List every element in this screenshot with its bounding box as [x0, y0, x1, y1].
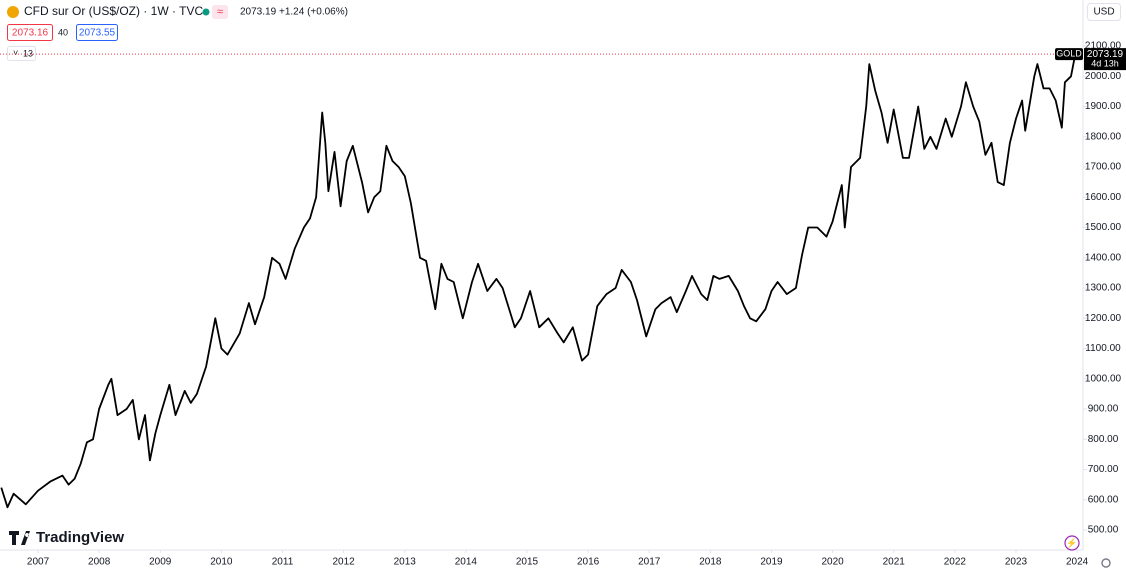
lightning-icon: ⚡ [1066, 537, 1077, 549]
ticker-tag [1055, 48, 1083, 61]
x-tick-label: 2014 [455, 557, 478, 568]
x-tick-label: 2011 [272, 557, 294, 568]
y-tick-label: 1700.00 [1085, 162, 1122, 173]
bid: 2073.16 [12, 28, 49, 39]
y-tick-label: 1000.00 [1085, 373, 1122, 384]
x-tick-label: 2007 [27, 557, 50, 568]
badge [212, 5, 228, 19]
y-tick-label: 500.00 [1088, 525, 1119, 536]
x-tick-label: 2012 [333, 557, 356, 568]
buy-button[interactable] [76, 24, 118, 41]
currency: USD [1093, 7, 1114, 18]
brand-icon [9, 531, 30, 545]
y-tick-label: 2000.00 [1085, 71, 1122, 82]
x-tick-label: 2017 [638, 557, 661, 568]
x-tick-label: 2019 [760, 557, 783, 568]
y-tick-label: 900.00 [1088, 404, 1119, 415]
countdown: 4d 13h [1091, 58, 1119, 68]
lightning-button[interactable] [1064, 535, 1080, 551]
x-tick-label: 2020 [821, 557, 844, 568]
price-line [0, 53, 1077, 509]
settings-button[interactable] [1101, 558, 1111, 568]
brand-name: TradingView [36, 529, 124, 546]
y-tick-label: 1600.00 [1085, 192, 1122, 203]
x-tick-label: 2010 [210, 557, 233, 568]
spread: 40 [58, 27, 68, 37]
symbol-logo [7, 6, 19, 18]
y-tick-label: 800.00 [1088, 434, 1119, 445]
x-tick-label: 2024 [1066, 557, 1089, 568]
y-tick-label: 1100.00 [1085, 343, 1121, 354]
indicators-toggle[interactable] [7, 46, 36, 61]
y-tick-label: 1500.00 [1085, 222, 1122, 233]
price-tag-value: 2073.19 [1087, 49, 1124, 60]
indicator-count: 13 [23, 48, 33, 58]
currency-button[interactable] [1087, 3, 1121, 21]
y-tick-label: 2100.00 [1085, 41, 1122, 52]
x-tick-label: 2016 [577, 557, 600, 568]
ask: 2073.55 [79, 28, 116, 39]
x-tick-label: 2021 [883, 557, 906, 568]
y-tick-label: 1800.00 [1085, 131, 1122, 142]
brand-logo: TradingView [9, 529, 124, 546]
x-tick-label: 2023 [1005, 557, 1028, 568]
x-tick-label: 2009 [149, 557, 172, 568]
y-tick-label: 700.00 [1088, 464, 1119, 475]
x-tick-label: 2008 [88, 557, 111, 568]
y-tick-label: 1400.00 [1085, 252, 1122, 263]
ticker-label: GOLD [1056, 48, 1082, 58]
price-tag [1084, 48, 1126, 71]
y-tick-label: 1900.00 [1085, 101, 1122, 112]
sell-button[interactable] [7, 24, 53, 41]
market-status [202, 8, 210, 16]
x-tick-label: 2018 [699, 557, 722, 568]
y-tick-label: 600.00 [1088, 494, 1119, 505]
header-price: 2073.19 [240, 7, 277, 18]
symbol-title[interactable]: CFD sur Or (US$/OZ) · 1W · TVC [24, 4, 203, 18]
x-tick-label: 2022 [944, 557, 967, 568]
badge-icon: ≈ [217, 6, 223, 18]
y-tick-label: 1200.00 [1085, 313, 1122, 324]
chevron: ˅ [13, 48, 18, 58]
x-tick-label: 2015 [516, 557, 539, 568]
x-tick-label: 2013 [394, 557, 417, 568]
header-change: +1.24 (+0.06%) [279, 7, 348, 18]
y-tick-label: 1300.00 [1085, 283, 1122, 294]
